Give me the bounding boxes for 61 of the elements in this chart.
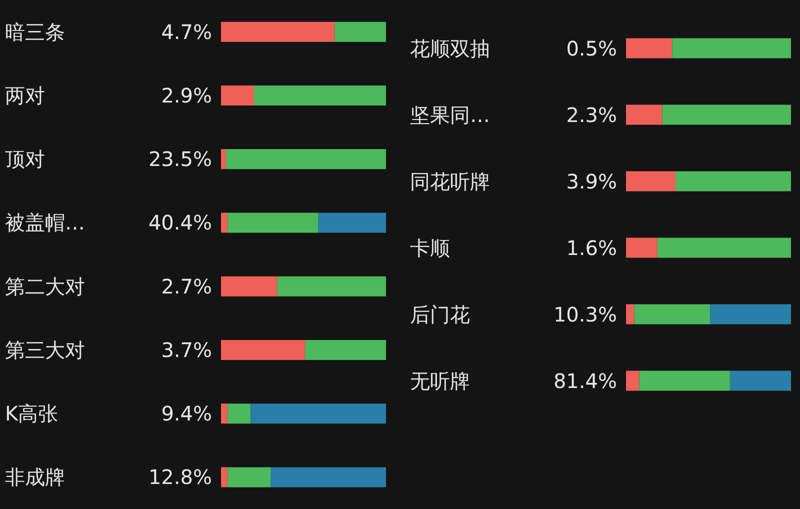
y-tick-label: 花顺双抽 bbox=[410, 36, 490, 60]
bar bbox=[254, 85, 386, 106]
bar bbox=[305, 340, 386, 360]
y-tick-label: K高张 bbox=[5, 402, 58, 426]
bar bbox=[626, 171, 676, 192]
bar bbox=[626, 238, 658, 258]
bar bbox=[634, 304, 710, 324]
bar bbox=[226, 149, 386, 170]
text: 9.4% bbox=[161, 402, 212, 426]
bar bbox=[221, 85, 254, 106]
bar bbox=[730, 370, 791, 391]
bar bbox=[626, 304, 634, 324]
y-tick-label: 被盖帽… bbox=[5, 210, 85, 235]
text: 4.7% bbox=[161, 20, 212, 44]
bar bbox=[657, 238, 791, 258]
bar bbox=[221, 212, 228, 233]
y-tick-label: 卡顺 bbox=[410, 236, 450, 260]
bar bbox=[228, 467, 270, 488]
y-tick-label: 非成牌 bbox=[5, 465, 65, 490]
text: 3.9% bbox=[566, 169, 617, 194]
bar bbox=[676, 171, 791, 192]
bar bbox=[270, 467, 386, 488]
bar bbox=[221, 404, 228, 424]
bar bbox=[221, 276, 278, 296]
bar bbox=[626, 370, 640, 391]
y-tick-label: 坚果同… bbox=[410, 102, 490, 127]
y-tick-label: 无听牌 bbox=[410, 368, 470, 393]
text: 40.4% bbox=[148, 210, 212, 235]
y-tick-label: 顶对 bbox=[5, 147, 45, 172]
bar bbox=[228, 212, 318, 233]
bar bbox=[250, 404, 386, 424]
bar bbox=[228, 404, 251, 424]
text: 10.3% bbox=[553, 302, 617, 326]
text: 3.7% bbox=[161, 338, 212, 362]
y-tick-label: 后门花 bbox=[410, 302, 470, 326]
text: 81.4% bbox=[553, 368, 617, 393]
y-tick-label: 同花听牌 bbox=[410, 169, 490, 194]
bar bbox=[639, 370, 730, 391]
bar bbox=[221, 149, 226, 170]
bar bbox=[626, 104, 662, 125]
text: 23.5% bbox=[148, 147, 212, 172]
text: 2.9% bbox=[161, 83, 212, 108]
y-tick-label: 第三大对 bbox=[5, 338, 85, 362]
text: 1.6% bbox=[566, 236, 617, 260]
text: 2.7% bbox=[161, 274, 212, 298]
text: 0.5% bbox=[566, 36, 617, 60]
text: 2.3% bbox=[566, 102, 617, 127]
bar bbox=[318, 212, 386, 233]
bar bbox=[221, 467, 228, 488]
bar bbox=[626, 38, 672, 58]
text: 12.8% bbox=[148, 465, 212, 490]
bar bbox=[221, 22, 335, 42]
bar bbox=[672, 38, 791, 58]
bar bbox=[710, 304, 791, 324]
y-tick-label: 第二大对 bbox=[5, 274, 85, 298]
bar bbox=[277, 276, 386, 296]
bar bbox=[221, 340, 306, 360]
bar bbox=[662, 104, 791, 125]
y-tick-label: 暗三条 bbox=[5, 20, 65, 44]
y-tick-label: 两对 bbox=[5, 83, 45, 108]
bar bbox=[334, 22, 386, 42]
